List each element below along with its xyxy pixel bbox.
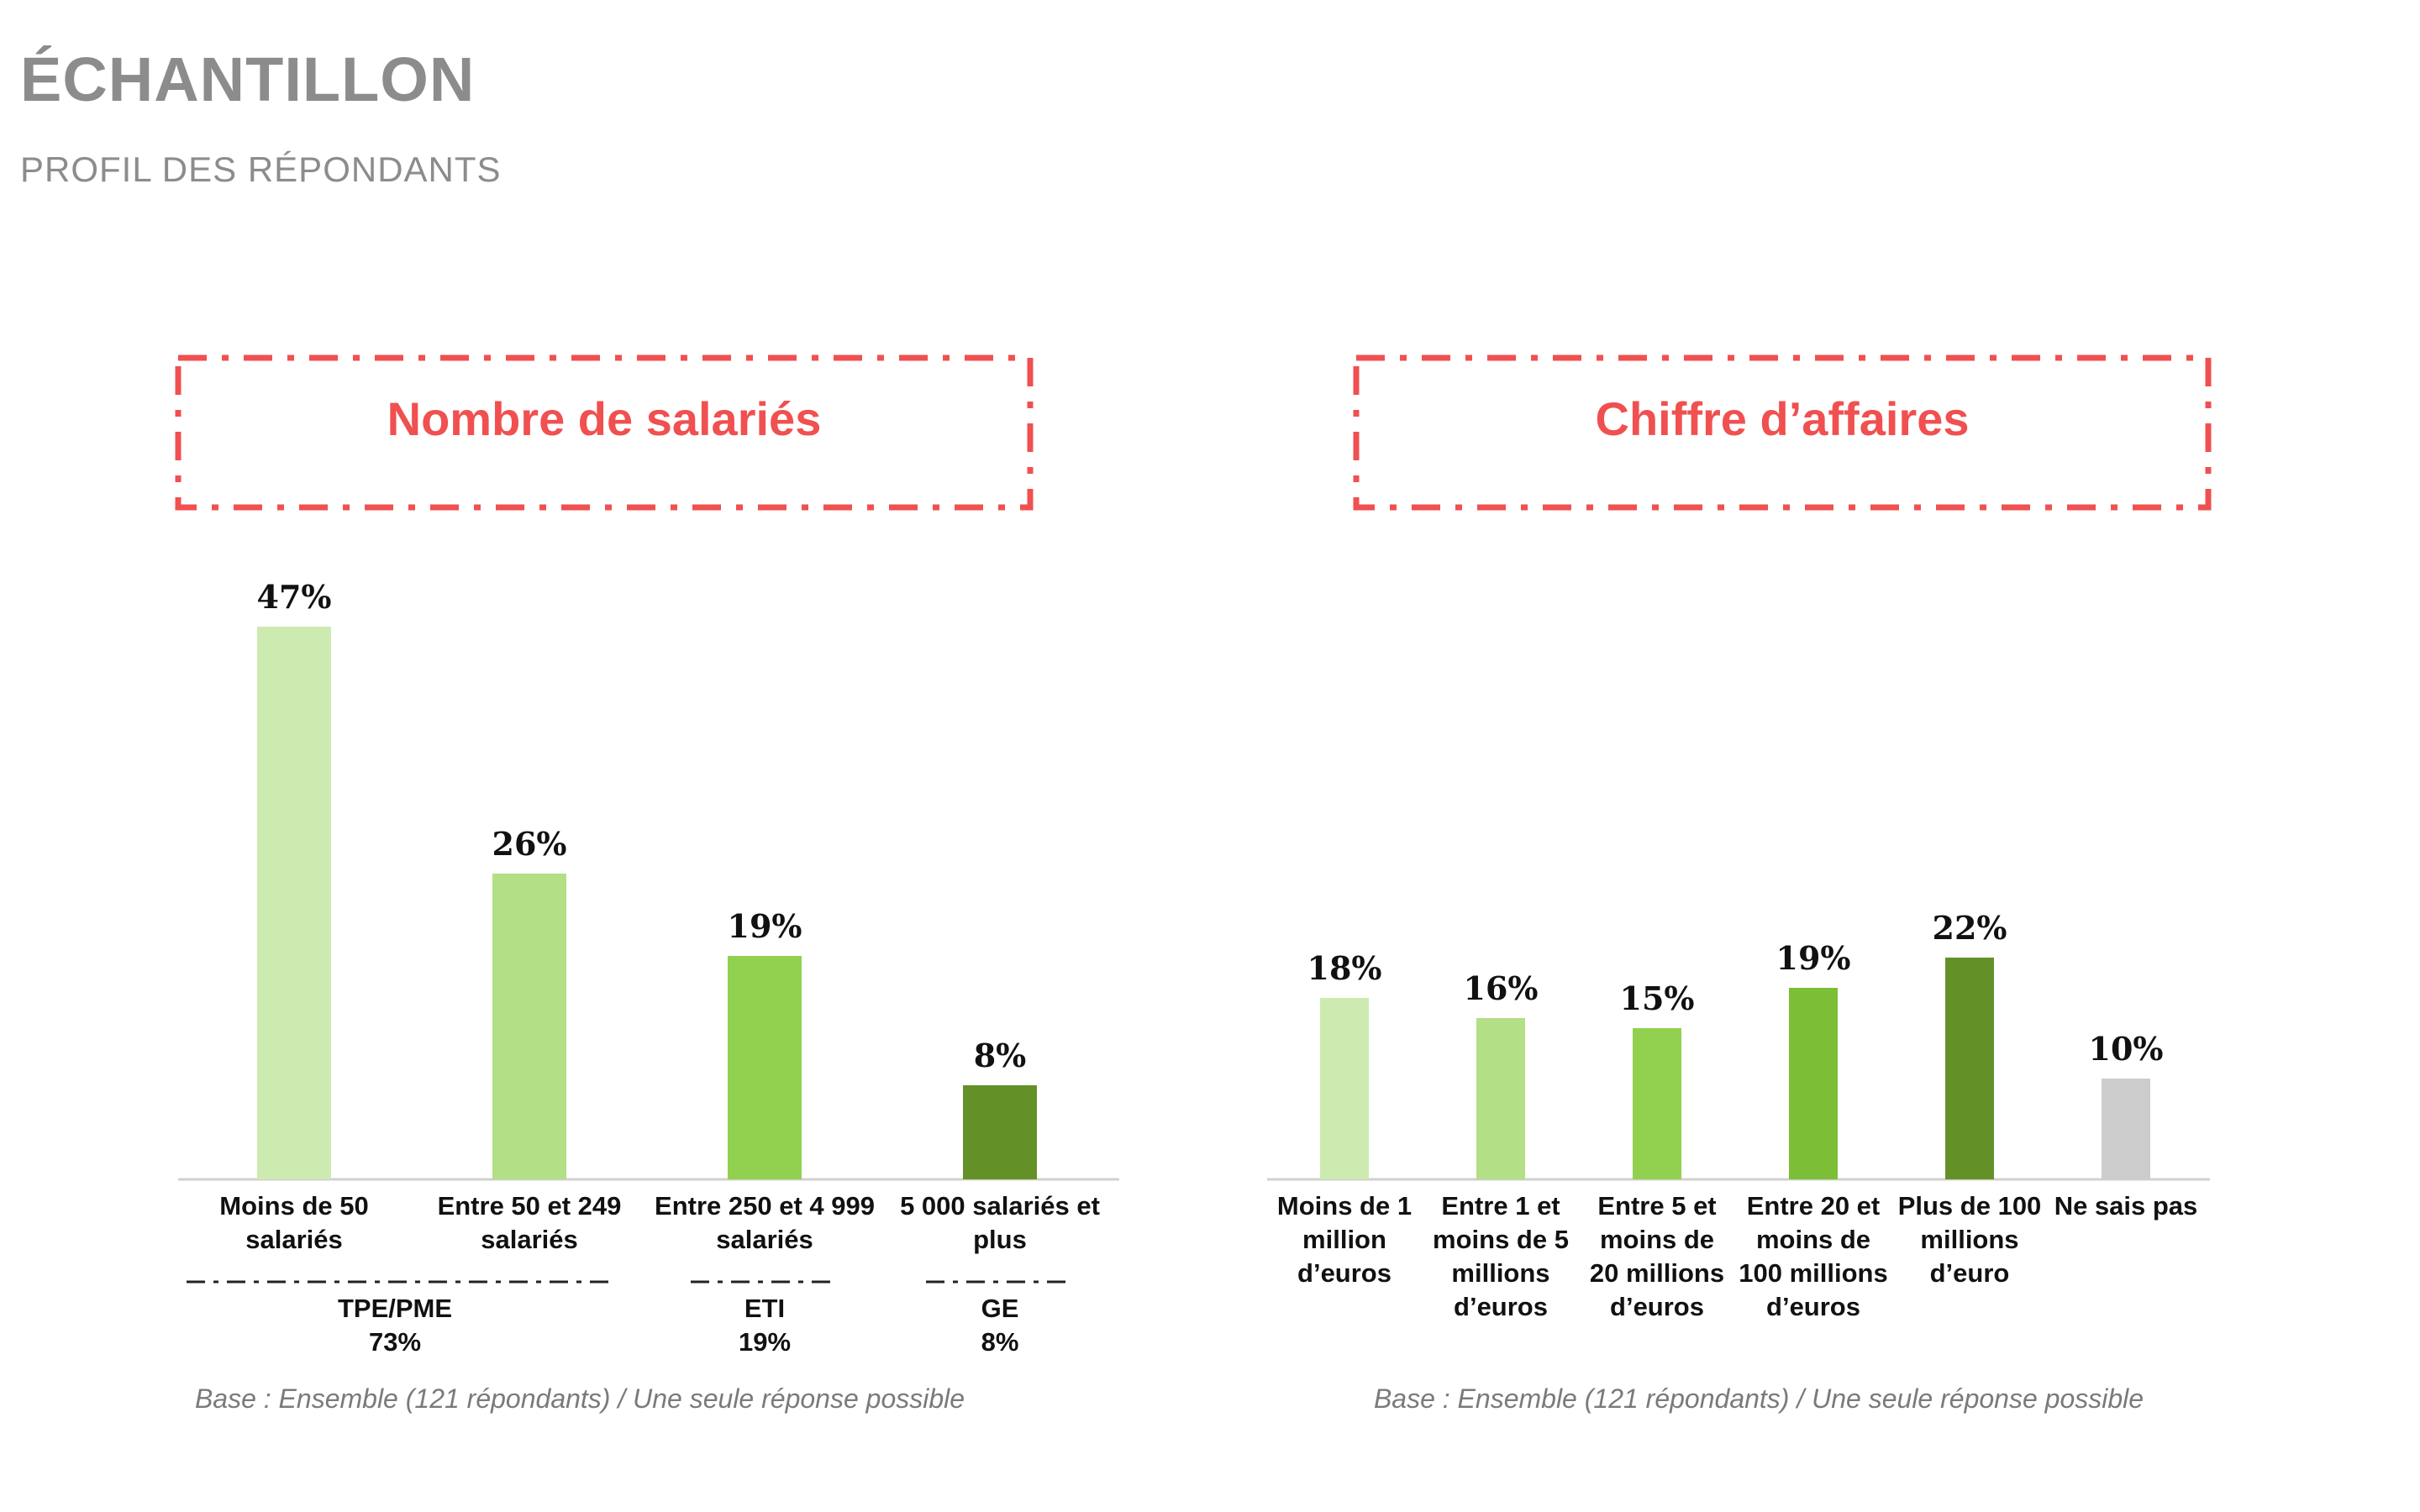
category-label: Entre 250 et 4 999 bbox=[655, 1191, 875, 1221]
data-label: 15% bbox=[1620, 979, 1695, 1017]
category-label: 20 millions bbox=[1590, 1258, 1724, 1288]
category-label: Entre 50 et 249 bbox=[438, 1191, 622, 1221]
category-label: Plus de 100 bbox=[1898, 1191, 2042, 1221]
category-label: d’euros bbox=[1766, 1292, 1860, 1321]
group-label: TPE/PME bbox=[338, 1294, 452, 1323]
bar bbox=[1320, 998, 1369, 1179]
data-label: 47% bbox=[257, 578, 332, 616]
category-label: moins de bbox=[1756, 1225, 1870, 1254]
category-label: plus bbox=[973, 1225, 1027, 1254]
data-label: 19% bbox=[728, 907, 802, 945]
category-label: salariés bbox=[245, 1225, 343, 1254]
category-label: millions bbox=[1451, 1258, 1549, 1288]
group-label: GE bbox=[981, 1294, 1019, 1323]
category-label: d’euros bbox=[1610, 1292, 1704, 1321]
category-label: million bbox=[1302, 1225, 1386, 1254]
chart-title-box bbox=[1353, 354, 2212, 511]
data-label: 16% bbox=[1464, 969, 1539, 1007]
base-note: Base : Ensemble (121 répondants) / Une s… bbox=[1374, 1383, 2144, 1414]
category-label: Entre 20 et bbox=[1747, 1191, 1881, 1221]
category-label: Ne sais pas bbox=[2054, 1191, 2198, 1221]
category-label: 5 000 salariés et bbox=[900, 1191, 1100, 1221]
base-note: Base : Ensemble (121 répondants) / Une s… bbox=[195, 1383, 965, 1414]
category-label: salariés bbox=[716, 1225, 813, 1254]
data-label: 18% bbox=[1307, 949, 1382, 987]
data-label: 8% bbox=[974, 1037, 1027, 1074]
data-label: 22% bbox=[1933, 909, 2007, 947]
group-label: 73% bbox=[369, 1327, 421, 1357]
data-label: 26% bbox=[492, 825, 567, 863]
chart-title-box bbox=[175, 354, 1034, 511]
chart-title: Nombre de salariés bbox=[387, 392, 822, 445]
bar bbox=[1789, 988, 1838, 1179]
chart-title: Chiffre d’affaires bbox=[1596, 392, 1970, 445]
bar bbox=[492, 874, 566, 1179]
data-label: 10% bbox=[2089, 1030, 2164, 1068]
bar bbox=[963, 1085, 1037, 1179]
bar bbox=[1633, 1028, 1681, 1179]
category-label: moins de 5 bbox=[1433, 1225, 1569, 1254]
bar bbox=[257, 627, 331, 1179]
bar bbox=[728, 956, 802, 1179]
category-label: d’euro bbox=[1930, 1258, 2010, 1288]
category-label: Moins de 50 bbox=[219, 1191, 368, 1221]
category-label: salariés bbox=[481, 1225, 578, 1254]
category-label: d’euros bbox=[1454, 1292, 1548, 1321]
category-label: millions bbox=[1920, 1225, 2018, 1254]
category-label: Entre 1 et bbox=[1441, 1191, 1560, 1221]
group-label: 8% bbox=[981, 1327, 1019, 1357]
category-label: Entre 5 et bbox=[1597, 1191, 1716, 1221]
group-label: 19% bbox=[739, 1327, 791, 1357]
category-label: d’euros bbox=[1297, 1258, 1392, 1288]
group-label: ETI bbox=[744, 1294, 785, 1323]
bar bbox=[1945, 958, 1994, 1179]
page-subtitle: PROFIL DES RÉPONDANTS bbox=[20, 150, 502, 189]
category-label: 100 millions bbox=[1739, 1258, 1887, 1288]
bar bbox=[2102, 1079, 2150, 1179]
category-label: moins de bbox=[1600, 1225, 1714, 1254]
bar bbox=[1476, 1018, 1525, 1179]
data-label: 19% bbox=[1776, 939, 1851, 977]
page-title: ÉCHANTILLON bbox=[20, 45, 476, 114]
category-label: Moins de 1 bbox=[1277, 1191, 1412, 1221]
